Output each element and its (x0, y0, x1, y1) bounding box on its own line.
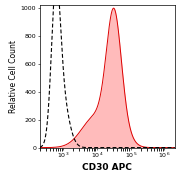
X-axis label: CD30 APC: CD30 APC (82, 163, 132, 172)
Y-axis label: Relative Cell Count: Relative Cell Count (9, 40, 18, 113)
